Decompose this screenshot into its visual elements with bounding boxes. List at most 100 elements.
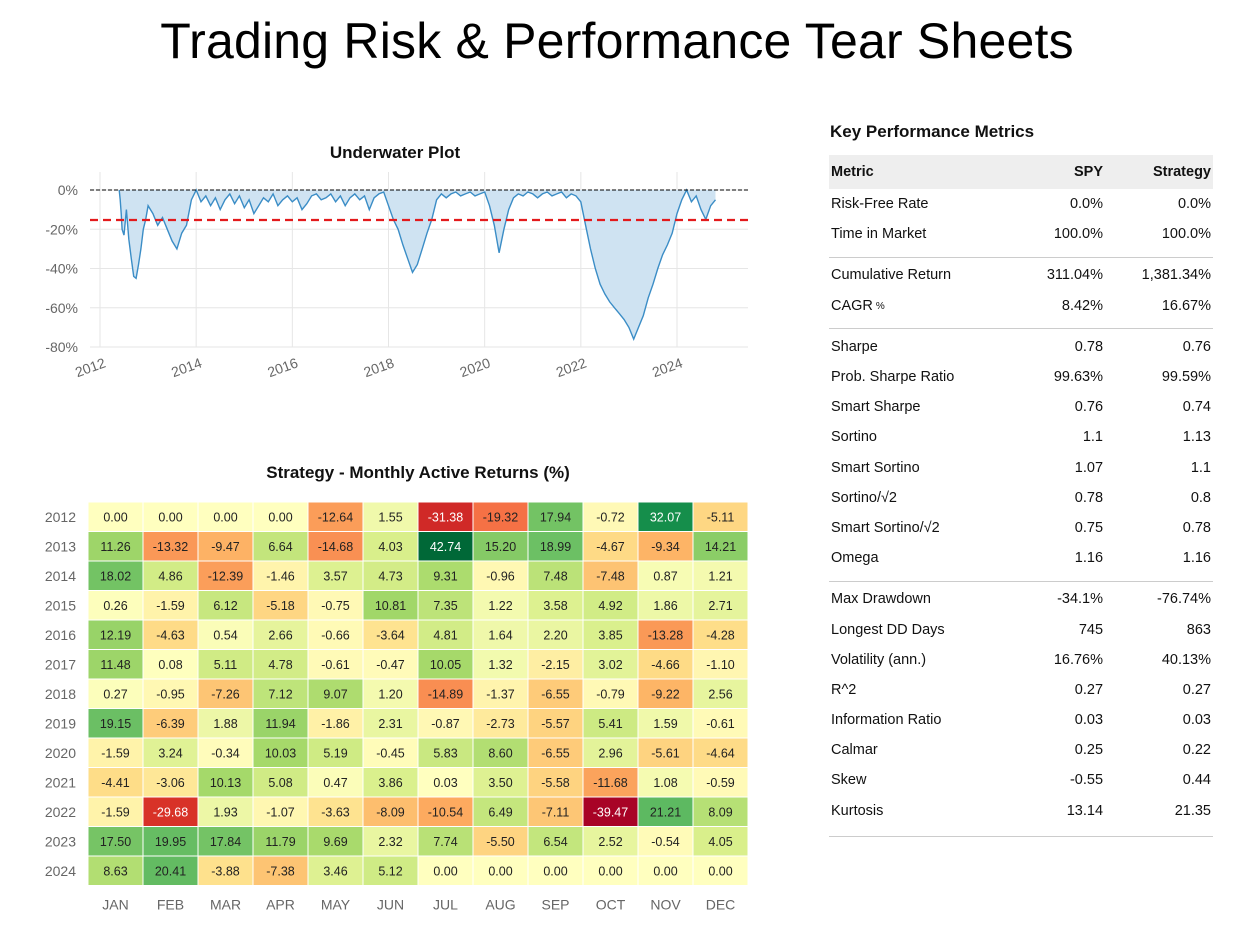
heatmap-cell-value: 19.15	[100, 717, 131, 731]
metric-spy-value: 1.07	[1074, 459, 1104, 476]
heatmap-cell	[637, 501, 694, 532]
heatmap-year-label: 2023	[45, 833, 76, 849]
heatmap-cell-value: 1.93	[213, 805, 237, 819]
heatmap-month-label: SEP	[541, 897, 569, 913]
metric-label: R^2	[831, 681, 857, 698]
heatmap-cell-value: -13.28	[648, 628, 683, 642]
heatmap-cell-value: 11.94	[265, 717, 295, 731]
metric-strategy-value: 99.59%	[1161, 369, 1211, 386]
heatmap-month-label: FEB	[157, 897, 184, 913]
heatmap-cell	[527, 855, 584, 886]
heatmap-cell-value: 6.12	[213, 599, 237, 613]
heatmap-cell	[197, 501, 254, 532]
heatmap-cell-value: -0.34	[211, 746, 240, 760]
heatmap-year-label: 2020	[45, 745, 76, 761]
heatmap-cell-value: 18.99	[540, 540, 571, 554]
heatmap-cell	[307, 649, 364, 680]
heatmap-cell-value: 42.74	[430, 540, 461, 554]
metric-label: Longest DD Days	[831, 621, 945, 638]
heatmap-cell-value: -6.55	[541, 687, 570, 701]
heatmap-cell-value: 17.94	[540, 510, 571, 524]
heatmap-cell	[197, 796, 254, 827]
y-tick-label: -40%	[45, 261, 78, 277]
heatmap-cell	[142, 708, 199, 739]
metric-row: Smart Sharpe 0.76 0.74	[829, 392, 1213, 422]
heatmap-cell	[692, 855, 749, 886]
heatmap-cell-value: 10.05	[430, 658, 461, 672]
heatmap-cell	[362, 826, 419, 857]
heatmap-cell	[252, 649, 309, 680]
heatmap-cell-value: 10.13	[210, 776, 241, 790]
heatmap-cell-value: -11.68	[593, 776, 628, 790]
heatmap-cell-value: -3.64	[376, 628, 405, 642]
heatmap-cell-value: 21.21	[650, 805, 681, 819]
heatmap-cell	[142, 796, 199, 827]
metric-row: Kurtosis 13.14 21.35	[829, 796, 1213, 826]
heatmap-cell-value: 0.00	[158, 510, 182, 524]
heatmap-month-label: JUL	[433, 897, 458, 913]
metric-label: Smart Sortino/√2	[831, 519, 940, 536]
heatmap-cell-value: -0.72	[596, 510, 625, 524]
heatmap-cell-value: 5.11	[214, 658, 237, 672]
heatmap-cell	[142, 855, 199, 886]
metric-spy-value: 13.14	[1066, 802, 1104, 819]
heatmap-cell-value: -19.32	[483, 510, 518, 524]
metric-strategy-value: 0.44	[1182, 772, 1211, 789]
metric-strategy-value: 21.35	[1174, 802, 1211, 819]
heatmap-cell-value: 7.74	[433, 835, 457, 849]
heatmap-cell-value: 1.86	[653, 599, 677, 613]
heatmap-cell	[692, 767, 749, 798]
heatmap-cell-value: 5.83	[433, 746, 457, 760]
heatmap-cell-value: 3.57	[323, 569, 347, 583]
strategy-column-header: Strategy	[1105, 155, 1213, 189]
heatmap-cell-value: 2.31	[378, 717, 402, 731]
drawdown-line	[118, 188, 717, 341]
metric-strategy-value: 863	[1186, 621, 1211, 638]
heatmap-cell-value: 5.08	[268, 776, 292, 790]
heatmap-cell	[472, 708, 529, 739]
heatmap-cell-value: -0.87	[431, 717, 460, 731]
heatmap-cell	[527, 501, 584, 532]
heatmap-cell	[527, 826, 584, 857]
metric-label: Sharpe	[831, 338, 878, 355]
heatmap-cell	[527, 678, 584, 709]
heatmap-cell	[527, 796, 584, 827]
metric-spy-value: 16.76%	[1053, 651, 1104, 668]
metric-spy-value: 1.16	[1074, 550, 1104, 567]
heatmap-cell-value: -9.34	[651, 540, 680, 554]
heatmap-cell	[87, 619, 144, 650]
heatmap-cell-value: -0.95	[156, 687, 185, 701]
heatmap-cell	[417, 501, 474, 532]
metric-row: Prob. Sharpe Ratio 99.63% 99.59%	[829, 362, 1213, 392]
heatmap-cell-value: 2.66	[268, 628, 292, 642]
heatmap-cell-value: -5.11	[707, 510, 735, 524]
heatmap-cell-value: 2.32	[378, 835, 402, 849]
heatmap-month-label: NOV	[650, 897, 681, 913]
heatmap-cell-value: 4.73	[378, 569, 402, 583]
metrics-panel: Key Performance Metrics Metric SPY Strat…	[829, 122, 1213, 837]
heatmap-cell	[252, 590, 309, 621]
heatmap-cell-value: 5.12	[378, 864, 402, 878]
heatmap-cell-value: 3.50	[488, 776, 512, 790]
heatmap-cell-value: 4.03	[378, 540, 402, 554]
heatmap-cell-value: 3.24	[158, 746, 182, 760]
heatmap-month-label: APR	[266, 897, 295, 913]
heatmap-cell	[582, 855, 639, 886]
heatmap-cell	[87, 767, 144, 798]
heatmap-cell-value: 9.69	[323, 835, 347, 849]
heatmap-cell	[362, 678, 419, 709]
heatmap-cell	[417, 590, 474, 621]
heatmap-year-label: 2013	[45, 538, 76, 554]
metric-row: CAGR% 8.42% 16.67%	[829, 291, 1213, 321]
metric-strategy-value: 0.27	[1182, 681, 1211, 698]
metric-spy-value: 100.0%	[1053, 226, 1104, 243]
metric-label: Smart Sharpe	[831, 399, 921, 416]
heatmap-year-label: 2017	[45, 656, 76, 672]
heatmap-cell-value: 5.19	[323, 746, 347, 760]
metric-label: Calmar	[831, 742, 878, 759]
heatmap-year-label: 2021	[45, 774, 76, 790]
heatmap-cell	[307, 855, 364, 886]
metrics-group-separator	[829, 573, 1213, 584]
heatmap-cell-value: 2.52	[598, 835, 622, 849]
heatmap-cell-value: 0.00	[653, 864, 677, 878]
